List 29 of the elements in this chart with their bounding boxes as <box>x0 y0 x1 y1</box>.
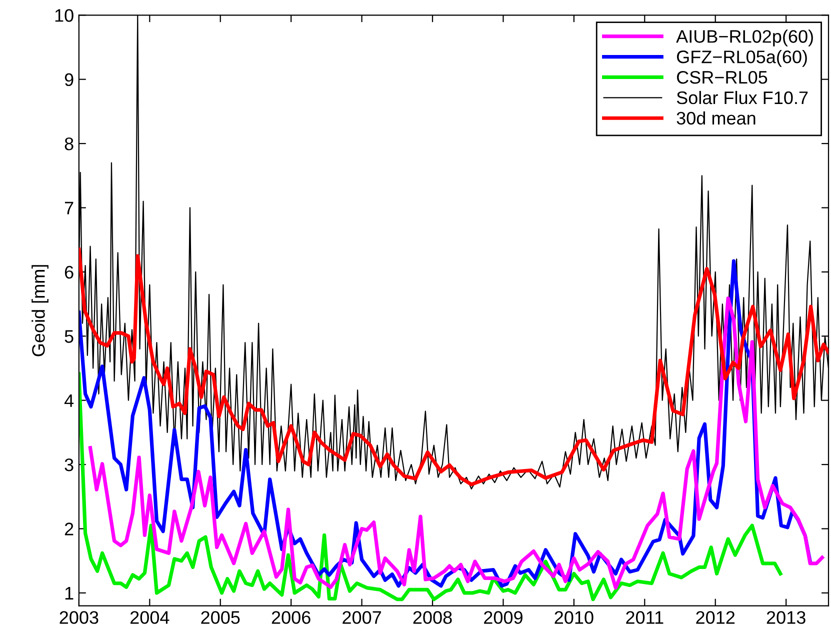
y-tick-label: 5 <box>64 330 74 343</box>
legend-label: Solar Flux F10.7 <box>676 90 808 104</box>
y-tick-label: 10 <box>55 9 74 22</box>
legend-label: 30d mean <box>676 111 756 125</box>
y-tick-label: 7 <box>64 202 74 214</box>
x-tick-label: 2006 <box>272 611 310 624</box>
x-tick-label: 2004 <box>130 611 170 624</box>
y-tick-label: 6 <box>64 266 74 279</box>
legend-label: GFZ−RL05a(60) <box>676 50 807 67</box>
legend-label: AIUB−RL02p(60) <box>676 30 813 46</box>
x-tick-label: 2010 <box>554 611 594 624</box>
x-tick-label: 2011 <box>626 611 664 624</box>
x-tick-label: 2012 <box>696 611 735 624</box>
y-tick-label: 2 <box>64 522 74 536</box>
y-tick-label: 1 <box>65 587 74 600</box>
x-tick-label: 2008 <box>413 611 452 624</box>
legend-label: CSR−RL05 <box>676 70 768 84</box>
x-tick-label: 2005 <box>201 611 240 624</box>
line-series <box>78 372 782 602</box>
y-tick-label: 9 <box>64 73 74 86</box>
x-tick-label: 2009 <box>484 611 522 624</box>
y-tick-label: 4 <box>64 394 74 407</box>
x-tick-label: 2013 <box>766 611 806 624</box>
x-tick-label: 2003 <box>60 611 98 624</box>
line-series <box>78 248 829 486</box>
y-tick-label: 8 <box>64 137 74 150</box>
x-tick-label: 2007 <box>342 611 381 624</box>
y-axis-title: Geoid [mm] <box>32 265 48 356</box>
y-tick-label: 3 <box>64 458 74 472</box>
